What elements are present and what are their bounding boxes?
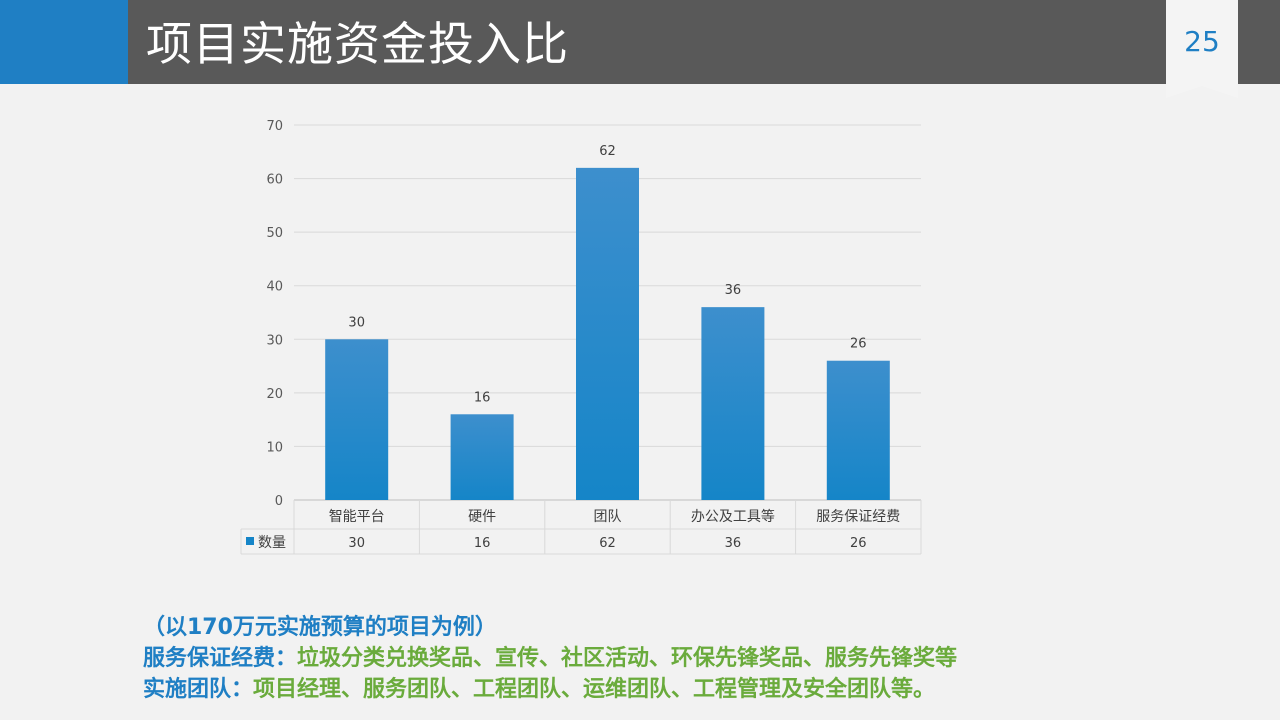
x-tick-label: 服务保证经费 [816,509,900,525]
y-tick-label: 60 [266,173,283,188]
note-team: 实施团队：项目经理、服务团队、工程团队、运维团队、工程管理及安全团队等。 [143,674,1263,705]
y-tick-label: 30 [266,333,283,348]
bar [450,414,514,500]
y-tick-label: 40 [266,280,283,295]
y-tick-label: 0 [275,494,283,509]
note-service-funds-label: 服务保证经费： [143,646,298,671]
x-tick-label: 团队 [594,509,622,525]
data-label: 30 [348,315,365,330]
bar [325,339,389,500]
legend-swatch [246,537,254,545]
legend-entry: 数量 [258,535,286,551]
y-tick-label: 10 [266,440,283,455]
note-budget-example: （以170万元实施预算的项目为例） [143,615,497,640]
y-tick-label: 20 [266,387,283,402]
note-service-funds-text: 垃圾分类兑换奖品、宣传、社区活动、环保先锋奖品、服务先锋奖等 [297,646,958,671]
x-tick-label: 办公及工具等 [691,508,775,525]
data-label: 16 [474,390,491,405]
page-number-badge [1166,0,1238,98]
y-tick-label: 70 [266,119,283,134]
table-value: 30 [348,536,365,551]
note-team-text: 项目经理、服务团队、工程团队、运维团队、工程管理及安全团队等。 [253,677,936,702]
data-label: 26 [850,337,867,352]
page-number: 25 [1184,25,1220,58]
data-label: 36 [725,283,742,298]
bar [701,307,765,500]
note-service-funds: 服务保证经费：垃圾分类兑换奖品、宣传、社区活动、环保先锋奖品、服务先锋奖等 [143,643,1263,674]
note-team-label: 实施团队： [143,677,254,702]
table-value: 62 [599,536,616,551]
page-title: 项目实施资金投入比 [146,17,569,71]
table-value: 16 [474,536,491,551]
header-bar [0,0,1280,84]
x-tick-label: 智能平台 [329,509,385,525]
header-accent-block [0,0,128,84]
notes-section: （以170万元实施预算的项目为例） 服务保证经费：垃圾分类兑换奖品、宣传、社区活… [143,612,1263,705]
table-value: 36 [725,536,742,551]
data-label: 62 [599,144,616,159]
table-value: 26 [850,536,867,551]
y-tick-label: 50 [266,226,283,241]
x-tick-label: 硬件 [468,509,496,525]
bar [826,360,890,500]
bar [576,167,639,500]
